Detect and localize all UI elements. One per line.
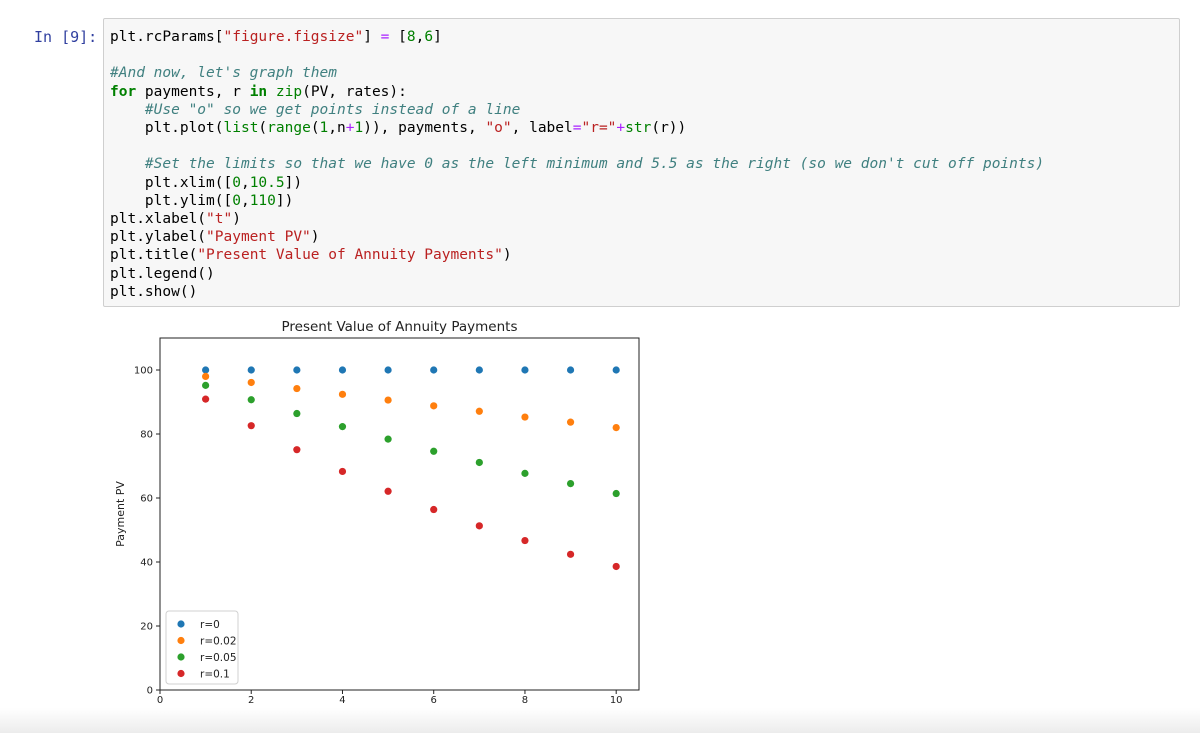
data-point	[475, 366, 483, 374]
data-point	[612, 366, 620, 374]
x-tick-label: 6	[431, 695, 437, 706]
data-point	[430, 505, 438, 514]
data-point	[430, 366, 438, 374]
code-line: plt.ylim([0,110])	[110, 192, 294, 209]
data-point	[521, 536, 529, 545]
data-point	[293, 384, 301, 393]
code-editor[interactable]: plt.rcParams["figure.figsize"] = [8,6] #…	[110, 28, 1044, 301]
plot-frame	[159, 337, 640, 691]
legend-marker	[177, 653, 185, 661]
data-point	[612, 424, 620, 432]
data-point	[338, 366, 347, 374]
code-line: plt.xlabel("t")	[110, 211, 241, 228]
data-point	[475, 522, 483, 530]
x-tick-label: 2	[248, 695, 254, 706]
y-tick-label: 20	[140, 622, 153, 633]
data-point	[338, 423, 347, 431]
x-tick-label: 8	[522, 695, 528, 706]
code-line: plt.xlim([0,10.5])	[110, 174, 303, 191]
code-line: plt.title("Present Value of Annuity Paym…	[110, 247, 512, 264]
data-point	[612, 489, 620, 498]
data-point	[566, 366, 575, 374]
data-point	[202, 381, 210, 389]
chart-title: Present Value of Annuity Payments	[282, 319, 518, 335]
cell-prompt: In [9]:	[34, 28, 98, 46]
legend-marker	[177, 636, 185, 645]
window-bottom-edge	[0, 708, 1200, 733]
legend-label: r=0	[200, 619, 220, 631]
data-point	[202, 366, 210, 374]
data-point	[566, 480, 575, 488]
legend-label: r=0.1	[200, 669, 230, 681]
code-line: #Use "o" so we get points instead of a l…	[144, 101, 521, 118]
code-cell-input[interactable]: plt.rcParams["figure.figsize"] = [8,6] #…	[103, 18, 1180, 307]
data-point	[521, 366, 529, 374]
x-tick-label: 10	[610, 695, 623, 706]
data-point	[338, 467, 347, 476]
data-point	[247, 366, 255, 374]
data-point	[202, 372, 210, 380]
data-point	[430, 447, 438, 455]
data-point	[293, 366, 301, 374]
code-line: plt.ylabel("Payment PV")	[110, 229, 320, 246]
legend-label: r=0.05	[200, 652, 237, 664]
code-line: plt.rcParams["figure.figsize"] = [8,6]	[110, 29, 442, 45]
code-line: #Set the limits so that we have 0 as the…	[144, 156, 1045, 173]
data-point	[293, 409, 301, 418]
code-line: plt.plot(list(range(1,n+1)), payments, "…	[110, 120, 687, 137]
data-point	[521, 413, 529, 421]
y-tick-label: 80	[140, 430, 153, 441]
y-axis-label: Payment PV	[114, 481, 127, 547]
data-point	[384, 366, 392, 374]
data-point	[521, 469, 529, 477]
data-point	[612, 562, 620, 571]
legend-marker	[177, 620, 185, 628]
legend-label: r=0.02	[200, 636, 237, 648]
data-point	[247, 378, 255, 387]
x-tick-label: 4	[339, 695, 345, 706]
data-point	[247, 422, 255, 430]
data-point	[384, 487, 392, 495]
code-line: #And now, let's graph them	[110, 65, 337, 82]
data-point	[247, 396, 255, 404]
data-point	[384, 435, 392, 443]
code-line: for payments, r in zip(PV, rates):	[110, 83, 407, 100]
y-tick-label: 100	[134, 366, 153, 377]
data-point	[475, 407, 483, 415]
data-point	[430, 402, 438, 410]
y-tick-label: 0	[147, 686, 153, 697]
y-tick-label: 40	[140, 558, 153, 569]
code-line: plt.legend()	[110, 265, 215, 282]
legend-box	[165, 610, 239, 685]
legend-marker	[177, 669, 185, 678]
data-point	[475, 458, 483, 467]
code-line: plt.show()	[110, 283, 198, 300]
y-tick-label: 60	[140, 494, 153, 505]
data-point	[338, 390, 347, 398]
data-point	[384, 396, 392, 404]
data-point	[566, 550, 575, 558]
x-tick-label: 0	[157, 695, 163, 706]
data-point	[566, 418, 575, 426]
data-point	[202, 395, 210, 403]
data-point	[293, 446, 301, 454]
